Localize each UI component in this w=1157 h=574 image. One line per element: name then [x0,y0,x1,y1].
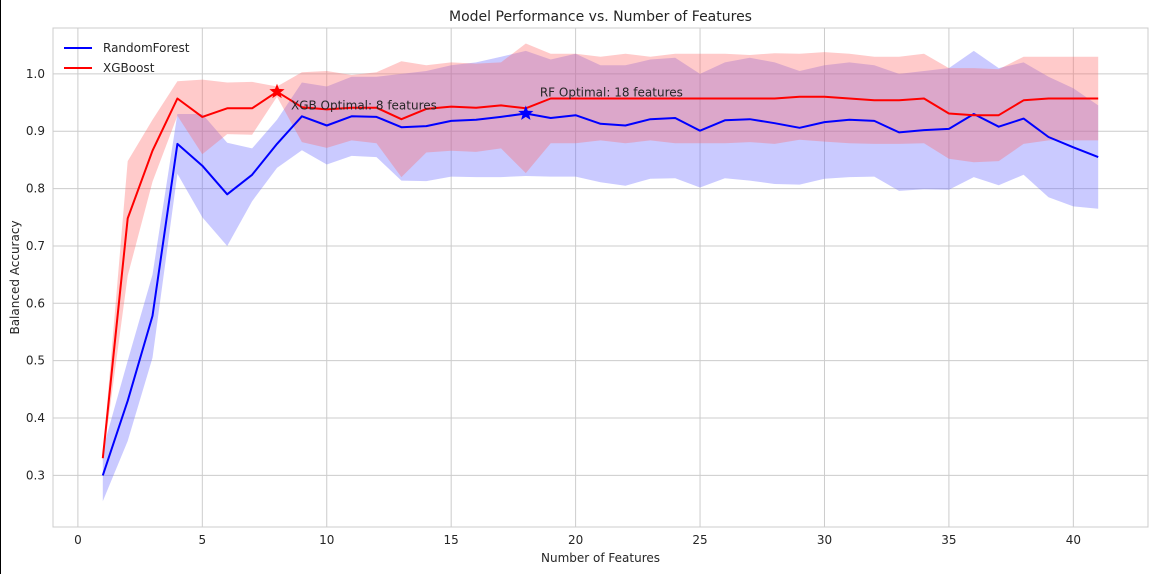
x-tick-label: 15 [444,533,459,547]
y-tick-label: 0.9 [26,124,45,138]
x-tick-labels: 0 5 10 15 20 25 30 35 40 [74,533,1081,547]
x-tick-label: 30 [817,533,832,547]
legend-label-randomforest: RandomForest [103,41,190,55]
band-xgboost [102,43,1099,461]
y-tick-labels: 0.3 0.4 0.5 0.6 0.7 0.8 0.9 1.0 [26,67,45,482]
y-tick-label: 0.5 [26,354,45,368]
y-tick-label: 0.8 [26,182,45,196]
line-xgboost [101,90,1099,459]
x-tick-label: 5 [198,533,206,547]
y-axis-label: Balanced Accuracy [8,220,22,334]
x-tick-label: 40 [1066,533,1081,547]
x-tick-label: 0 [74,533,82,547]
plot-frame [52,27,1149,528]
optimal-markers [269,83,534,120]
optimal-annotation-randomforest: RF Optimal: 18 features [540,86,683,100]
chart-title: Model Performance vs. Number of Features [449,9,752,25]
y-tick-label: 0.3 [26,468,45,482]
confidence-bands [102,43,1099,502]
x-tick-label: 20 [568,533,583,547]
line-randomforest [101,112,1099,476]
y-tick-label: 0.7 [26,239,45,253]
y-tick-label: 0.6 [26,296,45,310]
y-tick-label: 0.4 [26,411,45,425]
x-tick-label: 35 [941,533,956,547]
optimal-annotations: XGB Optimal: 8 features RF Optimal: 18 fe… [291,86,683,113]
optimal-star-xgboost [269,83,285,99]
x-tick-label: 10 [319,533,334,547]
band-randomforest [102,50,1099,502]
x-tick-label: 25 [692,533,707,547]
x-axis-label: Number of Features [541,551,660,565]
y-tick-label: 1.0 [26,67,45,81]
legend-label-xgboost: XGBoost [103,61,155,75]
optimal-annotation-xgboost: XGB Optimal: 8 features [291,99,437,113]
optimal-star-randomforest [518,105,534,120]
series-lines [101,90,1099,476]
legend: RandomForest XGBoost [64,41,190,75]
